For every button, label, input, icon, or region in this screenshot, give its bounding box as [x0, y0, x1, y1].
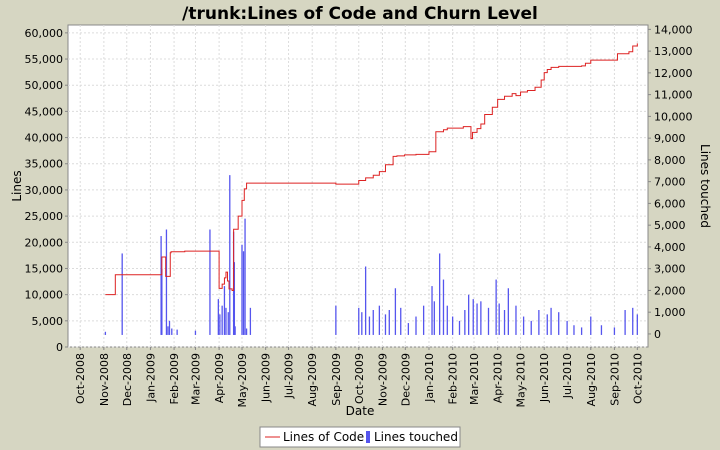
x-tick-label: Nov-2008	[98, 353, 111, 406]
chart-title: /trunk:Lines of Code and Churn Level	[182, 4, 538, 24]
y2-tick-label: 2,000	[654, 284, 686, 297]
legend: Lines of Code Lines touched	[259, 426, 461, 448]
y2-tick-label: 14,000	[654, 23, 693, 36]
x-tick-label: Apr-2010	[492, 353, 505, 403]
y-axis-right: 0 1,000 2,000 3,000 4,000 5,000 6,000 7,000 8,00…	[648, 23, 693, 341]
y-tick-label: 50,000	[25, 79, 64, 92]
y-tick-label: 0	[56, 341, 63, 354]
y2-tick-label: 6,000	[654, 197, 686, 210]
y-tick-label: 25,000	[25, 210, 64, 223]
loc-line	[105, 43, 638, 296]
x-tick-label: Jun-2009	[260, 353, 273, 403]
x-tick-label: Apr-2009	[213, 353, 226, 403]
y-axis-label: Lines	[10, 170, 24, 201]
x-tick-label: Jul-2010	[561, 353, 574, 399]
y2-tick-label: 7,000	[654, 176, 686, 189]
x-tick-label: Jan-2009	[144, 353, 157, 403]
x-tick-label: Dec-2009	[399, 353, 412, 406]
x-tick-label: Dec-2008	[121, 353, 134, 406]
x-tick-label: Sep-2009	[330, 353, 343, 406]
y2-tick-label: 1,000	[654, 306, 686, 319]
y2-tick-label: 5,000	[654, 219, 686, 232]
x-tick-label: Aug-2010	[585, 353, 598, 406]
y2-tick-label: 8,000	[654, 154, 686, 167]
churn-bars	[104, 175, 638, 335]
x-axis-label: Date	[346, 404, 375, 418]
x-tick-label: Feb-2010	[447, 353, 460, 404]
y2-tick-label: 3,000	[654, 263, 686, 276]
x-tick-label: Oct-2008	[74, 353, 87, 404]
x-tick-label: Mar-2010	[468, 353, 481, 405]
plot-background	[67, 24, 649, 348]
y-tick-label: 10,000	[25, 289, 64, 302]
legend-churn-swatch	[366, 431, 370, 443]
y2-tick-label: 0	[654, 328, 661, 341]
y-tick-label: 35,000	[25, 158, 64, 171]
x-tick-label: Jul-2009	[283, 353, 296, 399]
x-tick-label: Aug-2009	[306, 353, 319, 406]
y2-tick-label: 11,000	[654, 89, 693, 102]
x-tick-label: Mar-2009	[189, 353, 202, 405]
legend-box	[259, 426, 461, 448]
y-tick-label: 5,000	[32, 315, 64, 328]
x-tick-label: May-2009	[236, 353, 249, 408]
x-tick-label: Oct-2010	[631, 353, 644, 404]
legend-loc-label: Lines of Code	[283, 430, 364, 444]
x-tick-label: May-2010	[515, 353, 528, 408]
y2-tick-label: 4,000	[654, 241, 686, 254]
x-tick-label: Jan-2010	[423, 353, 436, 403]
y2-axis-label: Lines touched	[698, 144, 712, 228]
plot-area	[67, 24, 649, 348]
y-tick-label: 40,000	[25, 132, 64, 145]
x-tick-label: Oct-2009	[353, 353, 366, 404]
y-tick-label: 15,000	[25, 262, 64, 275]
x-tick-label: Nov-2009	[376, 353, 389, 406]
y2-tick-label: 13,000	[654, 45, 693, 58]
x-tick-label: Sep-2010	[608, 353, 621, 406]
y-tick-label: 60,000	[25, 27, 64, 40]
y-axis-left: 0 5,000 10,000 15,000 20,000 25,000 30,000 35,0…	[25, 27, 68, 354]
y-tick-label: 45,000	[25, 105, 64, 118]
x-axis: Oct-2008 Nov-2008 Dec-2008 Jan-2009 Feb-2009…	[74, 347, 644, 408]
y-tick-label: 55,000	[25, 53, 64, 66]
legend-churn-label: Lines touched	[374, 430, 458, 444]
y-tick-label: 20,000	[25, 236, 64, 249]
y-tick-label: 30,000	[25, 184, 64, 197]
x-tick-label: Jun-2010	[538, 353, 551, 403]
x-tick-label: Feb-2009	[168, 353, 181, 404]
y2-tick-label: 9,000	[654, 132, 686, 145]
y2-tick-label: 10,000	[654, 110, 693, 123]
y2-tick-label: 12,000	[654, 67, 693, 80]
